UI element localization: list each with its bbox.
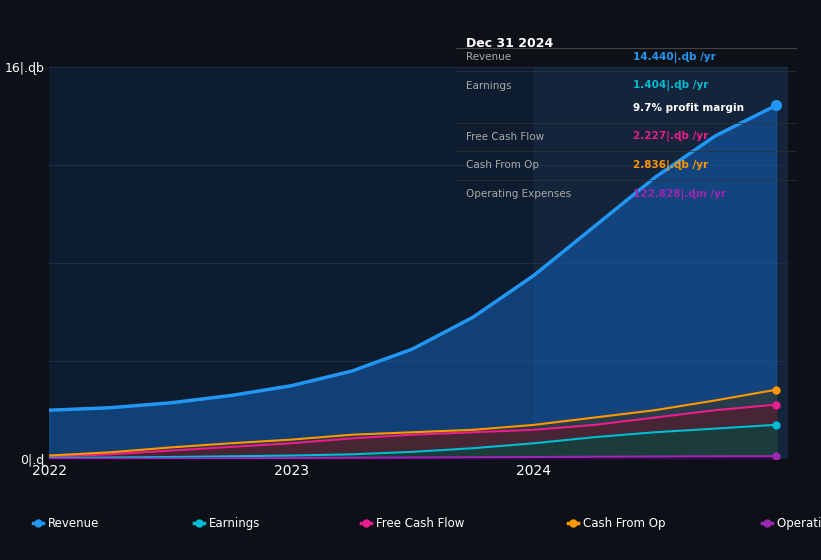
Text: Cash From Op: Cash From Op (466, 161, 539, 170)
Text: 9.7% profit margin: 9.7% profit margin (633, 103, 744, 113)
Text: Revenue: Revenue (466, 52, 511, 62)
Text: 14.440|.ɖb /yr: 14.440|.ɖb /yr (633, 52, 716, 63)
Text: Operating Expenses: Operating Expenses (777, 516, 821, 530)
Text: 122.828|.ɖm /yr: 122.828|.ɖm /yr (633, 189, 726, 199)
Bar (534, 67, 788, 459)
Text: Dec 31 2024: Dec 31 2024 (466, 37, 553, 50)
Text: Free Cash Flow: Free Cash Flow (376, 516, 465, 530)
Text: 2.836|.ɖb /yr: 2.836|.ɖb /yr (633, 160, 708, 171)
Text: Earnings: Earnings (209, 516, 260, 530)
Text: 2.227|.ɖb /yr: 2.227|.ɖb /yr (633, 132, 708, 142)
Text: Free Cash Flow: Free Cash Flow (466, 132, 544, 142)
Text: Operating Expenses: Operating Expenses (466, 189, 571, 199)
Text: Earnings: Earnings (466, 81, 511, 91)
Text: Cash From Op: Cash From Op (583, 516, 665, 530)
Text: Revenue: Revenue (48, 516, 99, 530)
Text: 1.404|.ɖb /yr: 1.404|.ɖb /yr (633, 80, 709, 91)
